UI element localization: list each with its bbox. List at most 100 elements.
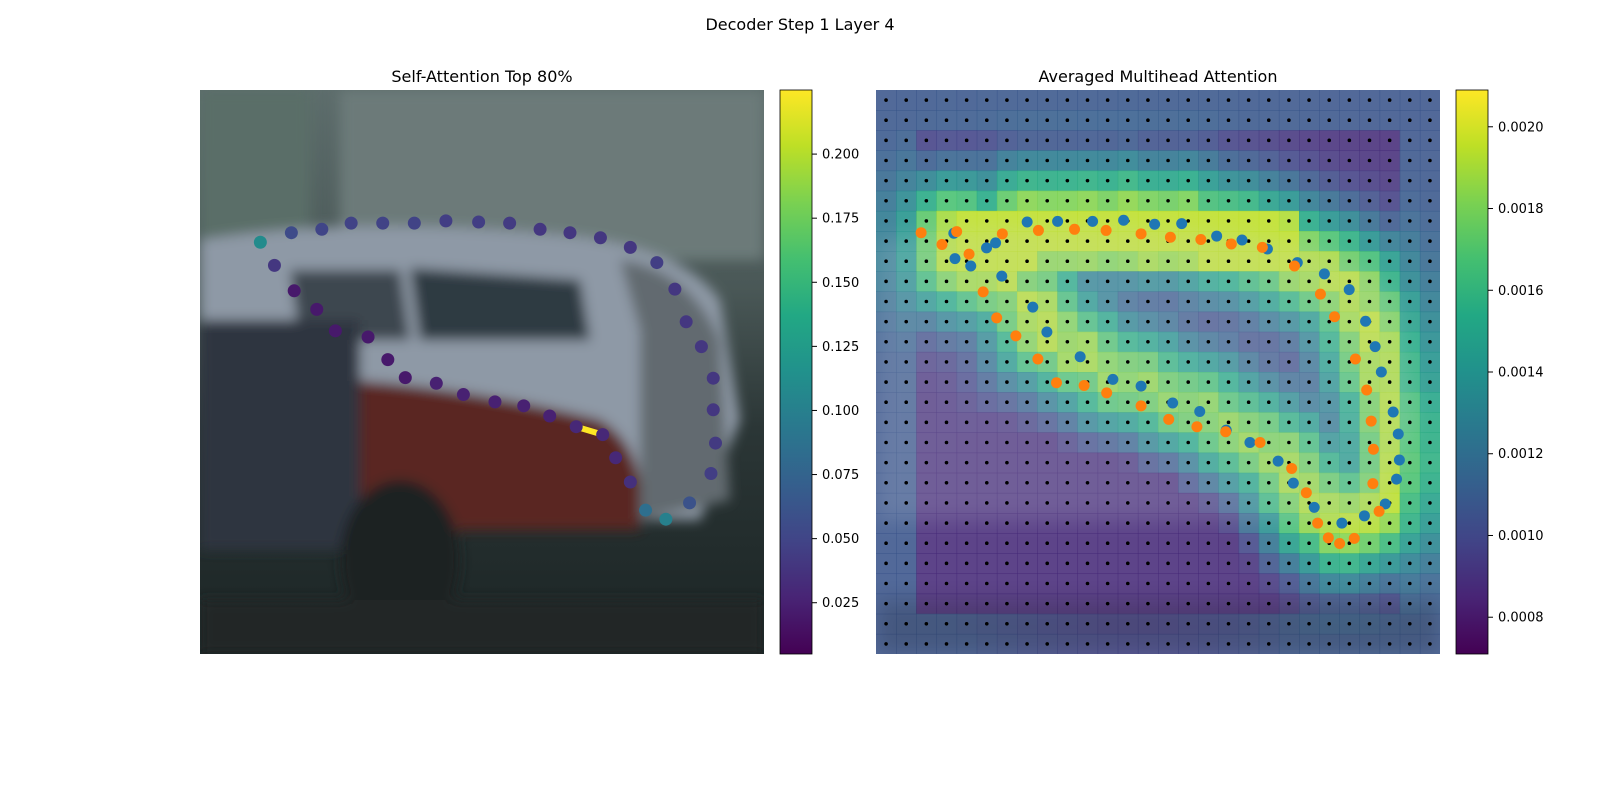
grid-dot <box>1206 98 1211 102</box>
grid-dot <box>1428 440 1432 445</box>
grid-dot <box>924 581 929 586</box>
attention-point <box>639 503 653 517</box>
grid-dot <box>1045 299 1050 304</box>
grid-dot <box>1025 138 1029 143</box>
blue-point <box>1074 351 1086 363</box>
grid-dot <box>1307 219 1311 223</box>
blue-point <box>1393 454 1405 466</box>
grid-dot <box>1266 561 1271 566</box>
grid-dot <box>924 239 929 243</box>
attention-point <box>668 282 682 296</box>
grid-dot <box>924 219 929 223</box>
grid-dot <box>884 541 888 546</box>
grid-dot <box>1125 178 1130 183</box>
grid-dot <box>1246 360 1251 364</box>
grid-dot <box>1206 440 1211 445</box>
grid-dot <box>1407 621 1412 626</box>
attention-point <box>267 258 281 272</box>
grid-dot <box>984 521 989 525</box>
self-attention-panel: Self-Attention Top 80% <box>200 67 764 654</box>
grid-dot <box>1428 601 1432 606</box>
grid-dot <box>884 239 888 243</box>
grid-dot <box>1085 299 1090 304</box>
grid-dot <box>1045 541 1050 546</box>
grid-dot <box>964 319 969 324</box>
grid-dot <box>1186 118 1191 123</box>
grid-dot <box>1226 98 1231 102</box>
grid-dot <box>1186 339 1191 344</box>
grid-dot <box>1246 380 1251 384</box>
attention-point <box>284 226 298 240</box>
grid-dot <box>1327 601 1332 606</box>
grid-dot <box>1186 239 1191 243</box>
grid-dot <box>1166 219 1170 223</box>
grid-dot <box>1186 98 1191 102</box>
grid-dot <box>904 319 909 324</box>
grid-dot <box>1246 541 1251 546</box>
grid-dot <box>884 178 888 183</box>
grid-dot <box>1206 601 1211 606</box>
grid-dot <box>1226 541 1231 546</box>
grid-dot <box>1407 219 1412 223</box>
grid-dot <box>1125 279 1130 284</box>
grid-dot <box>1407 541 1412 546</box>
blue-point <box>1391 473 1403 485</box>
grid-dot <box>1065 400 1070 405</box>
grid-dot <box>1206 501 1211 505</box>
grid-dot <box>1045 178 1050 183</box>
grid-dot <box>1166 460 1170 465</box>
grid-dot <box>1347 219 1352 223</box>
grid-dot <box>904 98 909 102</box>
grid-dot <box>1367 259 1372 264</box>
grid-dot <box>1065 158 1070 163</box>
grid-dot <box>964 178 969 183</box>
grid-dot <box>964 279 969 284</box>
grid-dot <box>1065 339 1070 344</box>
colorbar-tick-label: 0.0018 <box>1498 202 1544 217</box>
grid-dot <box>1105 601 1110 606</box>
grid-dot <box>944 339 949 344</box>
attention-point <box>683 496 697 510</box>
grid-dot <box>1206 460 1211 465</box>
self-attention-points <box>253 214 722 526</box>
grid-dot <box>924 299 929 304</box>
grid-dot <box>1347 581 1352 586</box>
grid-dot <box>1266 400 1271 405</box>
attention-point <box>609 451 623 465</box>
grid-dot <box>1105 299 1110 304</box>
grid-dot <box>1428 319 1432 324</box>
colorbar-tick-label: 0.0008 <box>1498 611 1544 626</box>
grid-dot <box>1025 279 1029 284</box>
grid-dot <box>1428 98 1432 102</box>
grid-dot <box>1387 581 1392 586</box>
grid-dot <box>984 339 989 344</box>
grid-dot <box>1287 420 1291 425</box>
grid-dot <box>1327 98 1332 102</box>
orange-point <box>936 239 948 251</box>
grid-dot <box>1166 601 1170 606</box>
grid-dot <box>1045 158 1050 163</box>
grid-dot <box>1186 521 1191 525</box>
grid-dot <box>1407 279 1412 284</box>
grid-dot <box>1407 400 1412 405</box>
grid-dot <box>1226 521 1231 525</box>
grid-dot <box>1266 299 1271 304</box>
blue-point <box>1118 214 1130 226</box>
grid-dot <box>1347 299 1352 304</box>
grid-dot <box>1186 541 1191 546</box>
grid-dot <box>1246 219 1251 223</box>
attention-point <box>381 353 395 367</box>
heatmap-photo-overlay <box>876 226 1440 654</box>
grid-dot <box>984 541 989 546</box>
grid-dot <box>1105 400 1110 405</box>
grid-dot <box>1125 621 1130 626</box>
grid-dot <box>1085 561 1090 566</box>
grid-dot <box>1045 219 1050 223</box>
grid-dot <box>1387 561 1392 566</box>
grid-dot <box>884 440 888 445</box>
orange-point <box>1373 505 1385 517</box>
grid-dot <box>1407 420 1412 425</box>
grid-dot <box>1246 642 1251 646</box>
grid-dot <box>1287 98 1291 102</box>
grid-dot <box>1125 360 1130 364</box>
